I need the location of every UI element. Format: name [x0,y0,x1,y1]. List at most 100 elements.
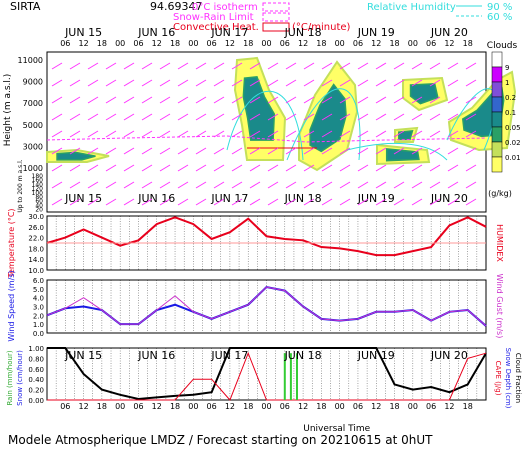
wind-arrow [375,96,387,104]
footer-text: Modele Atmospherique LMDZ / Forecast sta… [8,433,433,447]
wind-arrow [123,79,135,87]
wind-arrow [195,62,207,70]
wind-arrow [465,198,477,206]
day-label-bottom: JUN 17 [210,349,248,362]
wind-arrow [123,62,135,70]
wind-arrow [429,181,441,189]
wind-arrow [285,147,297,155]
hour-tick-bottom: 06 [426,402,436,411]
wind-ytick: 0.0 [33,330,44,338]
hour-tick-bottom: 00 [261,402,271,411]
hour-tick-label: 00 [335,39,345,48]
hour-tick-label: 12 [371,39,381,48]
hour-tick-label: 06 [280,39,290,48]
x-axis-label: Universal Time [303,424,370,434]
wind-arrow [123,181,135,189]
wind-arrow [393,181,405,189]
wind-arrow [321,164,333,172]
hour-tick-bottom: 18 [243,402,253,411]
wind-arrow [51,164,63,172]
wind-arrow [267,164,279,172]
precip-ytick: 0.00 [28,397,44,405]
hour-tick-bottom: 00 [408,402,418,411]
wind-arrow [177,79,189,87]
wind-arrow [69,96,81,104]
wind-arrow [303,147,315,155]
wind-arrow [105,130,117,138]
wind-arrow [249,164,261,172]
wind-arrow [375,164,387,172]
hour-tick-label: 06 [60,39,70,48]
hour-tick-label: 12 [152,39,162,48]
wind-arrow [285,79,297,87]
wind-arrow [195,130,207,138]
wind-arrow [429,113,441,121]
wind-arrow [249,130,261,138]
wind-arrow [465,96,477,104]
wind-arrow [447,198,459,206]
wind-arrow [411,147,423,155]
wind-ylabel: Wind Speed (m/s) [7,270,16,341]
colorbar-unit: (g/kg) [488,189,512,198]
wind-arrow [411,198,423,206]
wind-arrow [303,164,315,172]
wind-arrow [231,62,243,70]
wind-ytick: 1.0 [33,321,44,329]
wind-arrow [195,113,207,121]
temperature-ytick: 30.0 [28,213,44,221]
wind-arrow [267,79,279,87]
wind-arrow [285,96,297,104]
wind-arrow [105,113,117,121]
wind-arrow [447,147,459,155]
wind-arrow [357,198,369,206]
hour-tick-label: 00 [115,39,125,48]
cloud-core-3 [385,148,420,162]
convective-legend-swatch [262,22,290,32]
wind-arrow [447,164,459,172]
wind-arrow [447,181,459,189]
wind-arrow [249,113,261,121]
wind-arrow [339,147,351,155]
colorbar-swatch [491,141,503,158]
wind-arrow [429,62,441,70]
wind-arrow [51,198,63,206]
wind-arrow [429,164,441,172]
wind-arrow [177,130,189,138]
y-tick-height: 1000 [23,164,43,173]
cloud-ylabel: Height (m a.s.l.) [3,74,13,147]
wind-arrow [159,130,171,138]
hour-tick-label: 12 [298,39,308,48]
hour-tick-label: 00 [408,39,418,48]
colorbar-tick: 0.1 [505,109,516,117]
hour-tick-label: 06 [353,39,363,48]
wind-arrow [465,62,477,70]
wind-arrow [339,198,351,206]
wind-arrow [231,164,243,172]
colorbar-tick: 0.02 [505,139,521,147]
colorbar-title: Clouds [487,41,518,51]
wind-arrow [123,96,135,104]
wind-arrow [231,79,243,87]
wind-arrow [123,164,135,172]
wind-arrow [393,147,405,155]
precip-ytick: 1.00 [28,345,44,353]
wind-arrow [267,198,279,206]
hour-tick-label: 18 [463,39,473,48]
wind-arrow [87,79,99,87]
wind-arrow [303,96,315,104]
wind-arrow [177,198,189,206]
day-label-mid: JUN 18 [284,192,322,205]
y-tick-low: 140 [32,181,44,188]
wind-arrow [159,113,171,121]
wind-arrow [321,147,333,155]
y-tick-low: 120 [32,186,44,193]
wind-arrow [267,62,279,70]
wind-arrow [447,113,459,121]
wind-arrow [87,181,99,189]
wind-ytick: 6.0 [33,277,44,285]
colorbar-swatch [491,111,503,128]
wind-arrow [375,198,387,206]
colorbar-swatch [491,66,503,83]
wind-arrow [447,79,459,87]
snowdepth-ylabel: Snow Depth (cm) [504,348,512,409]
